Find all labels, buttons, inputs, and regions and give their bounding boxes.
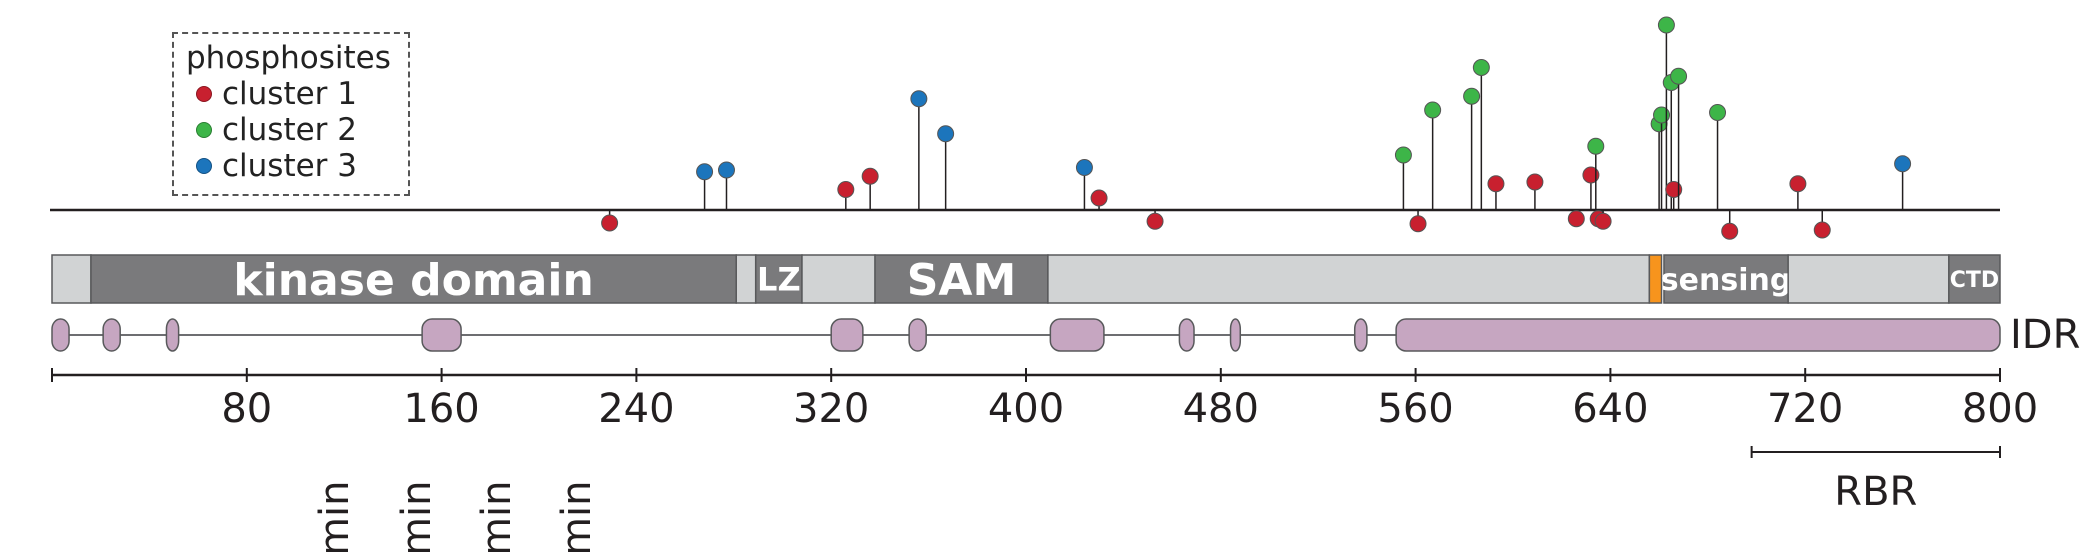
axis-tick-label: 720 — [1767, 386, 1843, 432]
axis-tick-label: 320 — [793, 386, 869, 432]
domain-bar: kinase domain LZ SAM sensing CTD — [51, 254, 2001, 306]
phosphosite-point-cluster-2 — [1424, 101, 1442, 119]
phosphosite-point-cluster-3 — [910, 90, 928, 108]
rotated-time-label: min — [474, 481, 520, 552]
domain-orange-mark — [1648, 254, 1663, 304]
phosphosite-point-cluster-1 — [1594, 212, 1612, 230]
phosphosite-point-cluster-1 — [1582, 166, 1600, 184]
phosphosite-point-cluster-1 — [1567, 210, 1585, 228]
idr-segment — [1229, 318, 1242, 352]
phosphosite-legend: phosphosites cluster 1 cluster 2 cluster… — [172, 32, 410, 196]
phosphosite-point-cluster-1 — [1721, 222, 1739, 240]
axis-tick-label: 400 — [988, 386, 1064, 432]
phosphosite-point-cluster-2 — [1657, 16, 1675, 34]
legend-title: phosphosites — [186, 40, 391, 76]
phosphosite-point-cluster-2 — [1463, 87, 1481, 105]
legend-label-cluster-3: cluster 3 — [222, 148, 358, 184]
axis-tick-label: 80 — [221, 386, 272, 432]
idr-segment — [421, 318, 462, 352]
phosphosite-point-cluster-2 — [1670, 67, 1688, 85]
axis-tick-label: 640 — [1572, 386, 1648, 432]
domain-label-kinase-domain: kinase domain — [233, 255, 593, 306]
phosphosite-point-cluster-3 — [937, 125, 955, 143]
idr-segment — [1395, 318, 2001, 352]
phosphosite-point-cluster-2 — [1394, 146, 1412, 164]
domain-label-sam: SAM — [907, 255, 1017, 306]
idr-segment — [1049, 318, 1105, 352]
domain-sam — [874, 254, 1049, 304]
cluster-1-dot-icon — [196, 86, 212, 102]
idr-track — [51, 318, 2001, 352]
rbr-label: RBR — [1834, 469, 1917, 515]
idr-segment — [1353, 318, 1368, 352]
cluster-2-dot-icon — [196, 122, 212, 138]
bottom-rotated-labels: min min min min — [312, 481, 600, 552]
phosphosite-point-cluster-1 — [837, 181, 855, 198]
domain-label-sensing: sensing — [1661, 263, 1792, 298]
idr-segment — [830, 318, 864, 352]
phosphosite-point-cluster-1 — [1409, 215, 1427, 233]
phosphosite-point-cluster-1 — [601, 214, 619, 232]
rbr-bracket: RBR — [1750, 446, 2001, 515]
domain-gap-1 — [735, 254, 757, 304]
axis-tick-label: 800 — [1962, 386, 2038, 432]
idr-label: IDR — [2010, 312, 2080, 358]
legend-label-cluster-2: cluster 2 — [222, 112, 358, 148]
idr-segment — [102, 318, 121, 352]
domain-lz — [754, 254, 803, 304]
phosphosite-point-cluster-1 — [1090, 189, 1108, 207]
domain-ctd — [1948, 254, 2001, 304]
phosphosite-point-cluster-1 — [1526, 173, 1544, 191]
axis-tick-label: 240 — [598, 386, 674, 432]
cluster-3-dot-icon — [196, 158, 212, 174]
phosphosite-point-cluster-1 — [1789, 175, 1807, 193]
domain-label-lz: LZ — [757, 261, 801, 299]
phosphosite-point-cluster-2 — [1472, 59, 1490, 76]
domain-N-term — [51, 254, 92, 304]
idr-segment — [165, 318, 180, 352]
legend-item-cluster-1: cluster 1 — [196, 76, 357, 112]
phosphosite-lollipops — [601, 16, 1912, 240]
phosphosite-point-cluster-2 — [1709, 104, 1727, 121]
legend-item-cluster-2: cluster 2 — [196, 112, 357, 148]
phosphosite-point-cluster-3 — [1894, 155, 1912, 173]
idr-segment — [51, 318, 70, 352]
rotated-time-label: min — [554, 481, 600, 552]
domain-gap-2 — [801, 254, 876, 304]
phosphosite-point-cluster-3 — [696, 163, 714, 181]
phosphosite-point-cluster-1 — [1146, 212, 1164, 230]
axis-tick-label: 160 — [403, 386, 479, 432]
domain-label-ctd: CTD — [1950, 268, 1999, 293]
phosphosite-point-cluster-1 — [1813, 221, 1831, 239]
rotated-time-label: min — [394, 481, 440, 552]
phosphosite-point-cluster-1 — [1665, 181, 1683, 198]
phosphosite-point-cluster-2 — [1653, 106, 1671, 124]
phosphosite-point-cluster-1 — [861, 167, 879, 185]
idr-segment — [1178, 318, 1195, 352]
phosphosite-point-cluster-2 — [1587, 137, 1605, 155]
axis-tick-label: 560 — [1377, 386, 1453, 432]
phosphosite-point-cluster-1 — [1487, 175, 1505, 193]
phosphosite-point-cluster-3 — [717, 161, 735, 179]
phosphosite-point-cluster-3 — [1075, 159, 1093, 176]
axis-tick-label: 480 — [1183, 386, 1259, 432]
domain-linker — [1047, 254, 1651, 304]
domain-gap-3 — [1787, 254, 1950, 304]
legend-item-cluster-3: cluster 3 — [196, 148, 357, 184]
legend-label-cluster-1: cluster 1 — [222, 76, 358, 112]
residue-axis: 80 160 240 320 400 480 560 640 720 800 — [51, 368, 2038, 432]
idr-segment — [908, 318, 927, 352]
rotated-time-label: min — [312, 481, 358, 552]
